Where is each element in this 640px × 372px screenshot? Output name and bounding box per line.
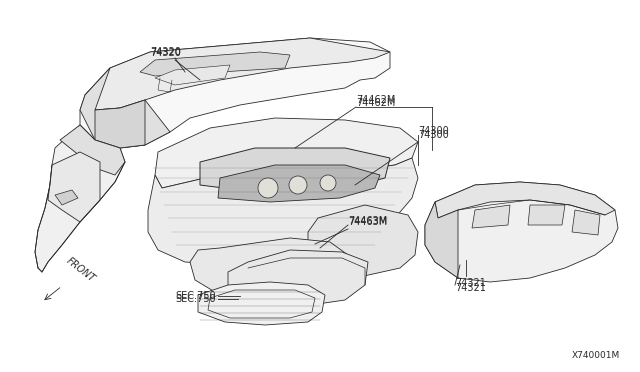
Text: 74321: 74321 [455, 283, 486, 293]
Text: 74320: 74320 [150, 47, 181, 57]
Polygon shape [308, 205, 418, 278]
Polygon shape [155, 118, 418, 188]
Text: SEC.750: SEC.750 [175, 294, 216, 304]
Polygon shape [148, 158, 418, 265]
Polygon shape [35, 125, 125, 272]
Text: 74462M: 74462M [356, 95, 396, 105]
Polygon shape [80, 68, 170, 148]
Polygon shape [425, 202, 458, 278]
Polygon shape [425, 182, 618, 282]
Polygon shape [140, 52, 290, 76]
Text: 74321: 74321 [455, 278, 486, 288]
Text: 74463M: 74463M [348, 216, 387, 226]
Text: SEC.750: SEC.750 [175, 291, 216, 301]
Text: 74300: 74300 [418, 126, 449, 136]
Polygon shape [48, 152, 100, 222]
Circle shape [320, 175, 336, 191]
Polygon shape [572, 210, 600, 235]
Text: 74300: 74300 [418, 130, 449, 140]
Polygon shape [55, 190, 78, 205]
Polygon shape [218, 165, 380, 202]
Text: X740001M: X740001M [572, 351, 620, 360]
Polygon shape [85, 38, 390, 110]
Polygon shape [190, 238, 348, 298]
Polygon shape [60, 125, 125, 175]
Polygon shape [200, 148, 390, 192]
Polygon shape [472, 205, 510, 228]
Polygon shape [95, 100, 145, 148]
Text: 74462M: 74462M [356, 98, 396, 108]
Polygon shape [228, 250, 368, 308]
Polygon shape [155, 65, 230, 85]
Polygon shape [528, 205, 565, 225]
Text: FRONT: FRONT [65, 256, 97, 284]
Circle shape [289, 176, 307, 194]
Polygon shape [80, 38, 390, 148]
Polygon shape [435, 182, 615, 218]
Text: 74463M: 74463M [348, 217, 387, 227]
Polygon shape [198, 282, 325, 325]
Text: 74320: 74320 [150, 48, 181, 58]
Circle shape [258, 178, 278, 198]
